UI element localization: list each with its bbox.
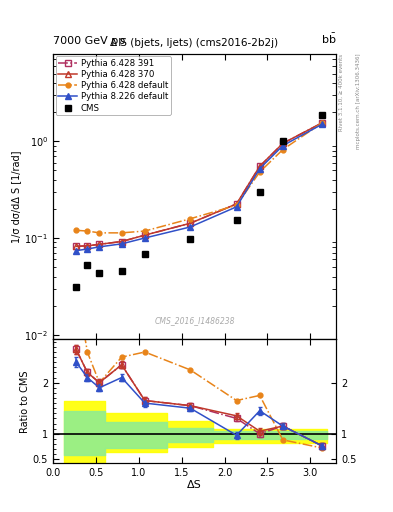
- Pythia 6.428 391: [188, 220, 193, 226]
- Text: Δ S (bjets, ljets) (cms2016-2b2j): Δ S (bjets, ljets) (cms2016-2b2j): [110, 38, 279, 48]
- Text: b$\mathdefault{\bar{b}}$: b$\mathdefault{\bar{b}}$: [321, 32, 336, 46]
- Pythia 6.428 391: [119, 239, 124, 245]
- Pythia 6.428 391: [142, 232, 147, 238]
- Text: 7000 GeV pp: 7000 GeV pp: [53, 36, 125, 46]
- Y-axis label: Ratio to CMS: Ratio to CMS: [20, 370, 30, 433]
- Pythia 6.428 370: [74, 243, 79, 249]
- CMS: [281, 138, 285, 144]
- Pythia 6.428 default: [188, 216, 193, 222]
- Pythia 6.428 370: [257, 163, 262, 169]
- Pythia 6.428 370: [281, 140, 285, 146]
- Pythia 6.428 default: [142, 228, 147, 234]
- Pythia 6.428 370: [188, 220, 193, 226]
- Pythia 6.428 default: [74, 227, 79, 233]
- Pythia 6.428 391: [85, 243, 90, 249]
- Legend: Pythia 6.428 391, Pythia 6.428 370, Pythia 6.428 default, Pythia 8.226 default, : Pythia 6.428 391, Pythia 6.428 370, Pyth…: [56, 56, 171, 115]
- Pythia 8.226 default: [281, 142, 285, 148]
- CMS: [74, 284, 79, 290]
- CMS: [188, 236, 193, 242]
- Pythia 8.226 default: [257, 165, 262, 172]
- CMS: [119, 268, 124, 274]
- CMS: [85, 263, 90, 269]
- Pythia 6.428 370: [85, 243, 90, 249]
- Pythia 8.226 default: [142, 235, 147, 241]
- Pythia 6.428 391: [257, 163, 262, 169]
- CMS: [142, 251, 147, 258]
- Line: Pythia 6.428 391: Pythia 6.428 391: [73, 120, 325, 249]
- Pythia 8.226 default: [234, 204, 239, 210]
- Y-axis label: 1/σ dσ/dΔ S [1/rad]: 1/σ dσ/dΔ S [1/rad]: [11, 150, 22, 243]
- Pythia 6.428 default: [257, 169, 262, 175]
- Line: Pythia 6.428 default: Pythia 6.428 default: [74, 120, 325, 236]
- CMS: [97, 270, 102, 276]
- Pythia 6.428 391: [97, 241, 102, 247]
- Text: mcplots.cern.ch [arXiv:1306.3436]: mcplots.cern.ch [arXiv:1306.3436]: [356, 54, 361, 150]
- Pythia 6.428 370: [142, 232, 147, 238]
- Line: Pythia 8.226 default: Pythia 8.226 default: [73, 121, 325, 254]
- CMS: [234, 217, 239, 223]
- Text: CMS_2016_I1486238: CMS_2016_I1486238: [154, 316, 235, 325]
- Pythia 8.226 default: [188, 224, 193, 230]
- Pythia 6.428 default: [119, 230, 124, 236]
- CMS: [320, 112, 325, 118]
- CMS: [257, 189, 262, 195]
- X-axis label: ΔS: ΔS: [187, 480, 202, 489]
- Pythia 6.428 370: [97, 241, 102, 247]
- Line: Pythia 6.428 370: Pythia 6.428 370: [73, 120, 325, 249]
- Pythia 8.226 default: [119, 241, 124, 247]
- Pythia 6.428 370: [320, 120, 325, 126]
- Pythia 6.428 default: [97, 230, 102, 236]
- Pythia 8.226 default: [320, 121, 325, 127]
- Pythia 6.428 default: [281, 146, 285, 153]
- Text: Rivet 3.1.10, ≥ 400k events: Rivet 3.1.10, ≥ 400k events: [339, 54, 344, 131]
- Pythia 6.428 391: [320, 120, 325, 126]
- Pythia 8.226 default: [74, 248, 79, 254]
- Pythia 6.428 391: [234, 201, 239, 207]
- Pythia 8.226 default: [85, 246, 90, 252]
- Pythia 6.428 default: [85, 228, 90, 234]
- Pythia 6.428 default: [234, 202, 239, 208]
- Pythia 6.428 370: [119, 239, 124, 245]
- Pythia 6.428 391: [74, 243, 79, 249]
- Pythia 8.226 default: [97, 244, 102, 250]
- Pythia 6.428 391: [281, 140, 285, 146]
- Line: CMS: CMS: [73, 112, 325, 290]
- Pythia 6.428 370: [234, 201, 239, 207]
- Pythia 6.428 default: [320, 120, 325, 126]
